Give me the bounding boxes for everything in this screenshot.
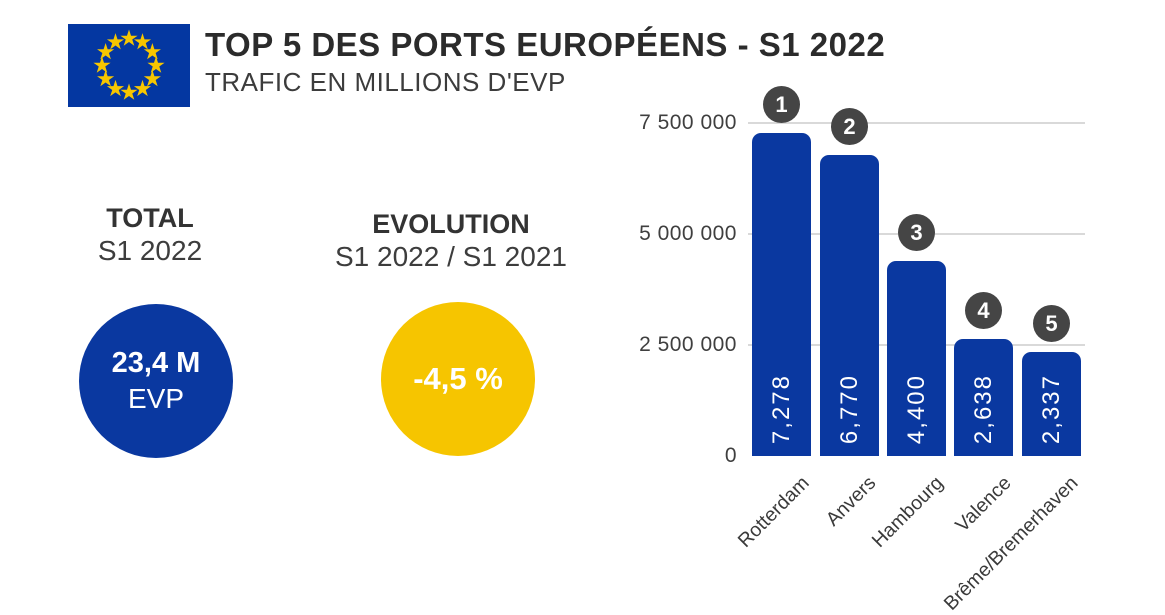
bar-column-rotterdam: 1 7,278 bbox=[752, 86, 811, 456]
evolution-circle: -4,5 % bbox=[381, 302, 535, 456]
eu-flag-logo bbox=[68, 24, 190, 107]
y-tick-label: 7 500 000 bbox=[639, 111, 737, 134]
bar-value-wrap: 4,400 bbox=[887, 374, 946, 444]
bar-hambourg: 4,400 bbox=[887, 261, 946, 456]
bar-value-label: 7,278 bbox=[767, 373, 795, 444]
bar-value-label: 6,770 bbox=[835, 373, 863, 444]
total-unit: EVP bbox=[127, 382, 185, 414]
bar-value-label: 4,400 bbox=[902, 373, 930, 444]
rank-number: 1 bbox=[775, 91, 788, 117]
bar-anvers: 6,770 bbox=[820, 155, 879, 456]
bar-value-wrap: 7,278 bbox=[752, 374, 811, 444]
rank-badge: 5 bbox=[1033, 305, 1070, 342]
bar-value-label: 2,638 bbox=[969, 373, 997, 444]
bar-column-valence: 4 2,638 bbox=[954, 95, 1013, 456]
evolution-subheading: S1 2022 / S1 2021 bbox=[335, 241, 567, 272]
x-axis-label-rotterdam: Rotterdam bbox=[733, 472, 814, 552]
total-heading: TOTAL bbox=[106, 203, 194, 233]
x-axis-label-anvers: Anvers bbox=[822, 472, 881, 531]
rank-badge: 4 bbox=[965, 292, 1002, 329]
bar-column-breme-bremerhaven: 5 2,337 bbox=[1022, 95, 1081, 456]
total-circle: 23,4 M EVP bbox=[79, 304, 233, 458]
x-axis-label-valence: Valence bbox=[951, 472, 1016, 537]
bar-value-label: 2,337 bbox=[1037, 373, 1065, 444]
bar-column-anvers: 2 6,770 bbox=[820, 95, 879, 456]
bar-rotterdam: 7,278 bbox=[752, 133, 811, 456]
rank-number: 4 bbox=[977, 297, 990, 323]
rank-number: 2 bbox=[843, 113, 856, 139]
rank-badge: 2 bbox=[831, 108, 868, 145]
evolution-value: -4,5 % bbox=[413, 361, 503, 396]
bar-breme-bremerhaven: 2,337 bbox=[1022, 352, 1081, 456]
bar-valence: 2,638 bbox=[954, 339, 1013, 456]
evolution-heading: EVOLUTION bbox=[372, 209, 530, 239]
y-tick-label: 2 500 000 bbox=[639, 333, 737, 356]
y-tick-label: 5 000 000 bbox=[639, 222, 737, 245]
bar-chart: 1 7,278 2 6,770 3 4,400 4 2,638 5 bbox=[748, 86, 1085, 456]
x-axis-label-hambourg: Hambourg bbox=[868, 472, 949, 552]
y-tick-label: 0 bbox=[724, 444, 737, 467]
rank-number: 5 bbox=[1045, 310, 1058, 336]
bar-value-wrap: 6,770 bbox=[820, 374, 879, 444]
bar-column-hambourg: 3 4,400 bbox=[887, 95, 946, 456]
gridline-7500000 bbox=[748, 122, 1085, 124]
bar-value-wrap: 2,337 bbox=[1022, 374, 1081, 444]
total-value: 23,4 M bbox=[111, 347, 201, 380]
page-title: TOP 5 DES PORTS EUROPÉENS - S1 2022 bbox=[205, 26, 886, 63]
rank-number: 3 bbox=[910, 219, 923, 245]
x-axis-label-breme-bremerhaven: Brême/Bremerhaven bbox=[940, 472, 1083, 615]
rank-badge: 1 bbox=[763, 86, 800, 123]
bar-value-wrap: 2,638 bbox=[954, 374, 1013, 444]
total-subheading: S1 2022 bbox=[97, 235, 203, 266]
rank-badge: 3 bbox=[898, 214, 935, 251]
page-subtitle: TRAFIC EN MILLIONS D'EVP bbox=[205, 67, 566, 97]
